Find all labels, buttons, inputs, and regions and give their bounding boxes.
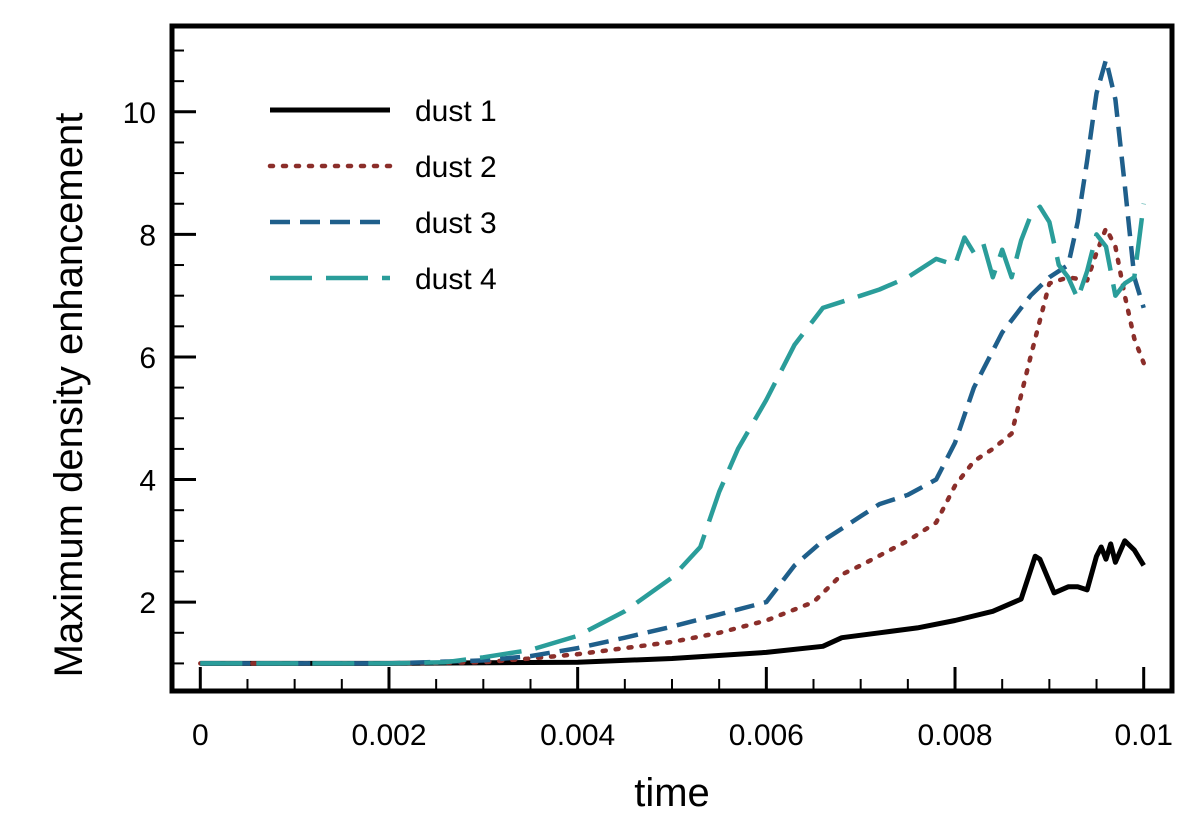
legend-label: dust 4 bbox=[415, 263, 497, 296]
x-tick-label: 0.008 bbox=[917, 719, 992, 752]
x-tick-label: 0.006 bbox=[729, 719, 804, 752]
y-tick-label: 2 bbox=[139, 587, 156, 620]
legend-label: dust 3 bbox=[415, 207, 497, 240]
legend: dust 1 dust 2 dust 3 dust 4 bbox=[267, 95, 497, 296]
y-tick-label: 4 bbox=[139, 465, 156, 498]
x-tick-label: 0 bbox=[192, 719, 209, 752]
x-tick-label: 0.004 bbox=[540, 719, 615, 752]
series-line-dust-1 bbox=[200, 538, 1146, 666]
legend-label: dust 1 bbox=[415, 95, 497, 128]
y-tick-label: 6 bbox=[139, 342, 156, 375]
y-tick-label: 10 bbox=[123, 97, 156, 130]
series-line-dust-3 bbox=[200, 57, 1146, 666]
plot-frame bbox=[169, 23, 1175, 694]
x-tick-label: 0.01 bbox=[1115, 719, 1173, 752]
plot-lines bbox=[198, 57, 1146, 666]
x-tick-label: 0.002 bbox=[351, 719, 426, 752]
y-tick-label: 8 bbox=[139, 219, 156, 252]
y-axis-label: Maximum density enhancement bbox=[47, 113, 91, 678]
legend-label: dust 2 bbox=[415, 151, 497, 184]
x-axis-label: time bbox=[634, 771, 710, 815]
tick-labels: 0 0.002 0.004 0.006 0.008 0.01 2 4 6 8 10 bbox=[123, 97, 1173, 752]
series-line-dust-4 bbox=[200, 203, 1146, 666]
